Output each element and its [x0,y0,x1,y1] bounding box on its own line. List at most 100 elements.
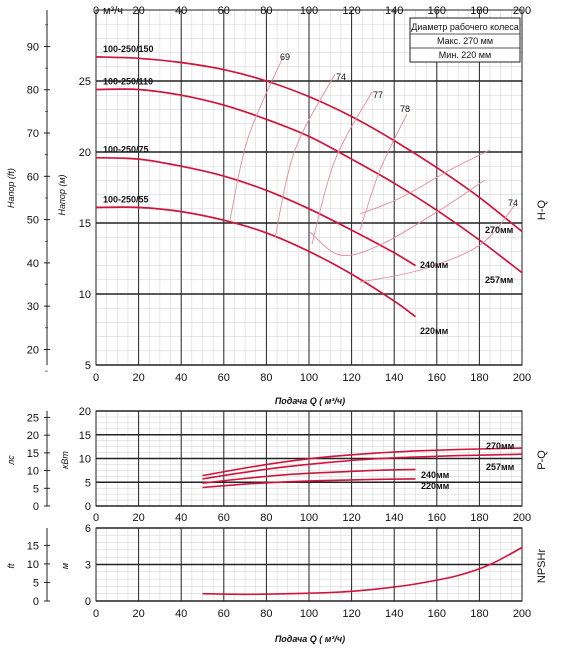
x-tick-label: 100 [300,608,318,620]
diameter-label: 220мм [420,326,449,336]
hq-series-label: 100-250/75 [103,145,149,155]
x-tick-label: 180 [470,372,488,384]
efficiency-label: 74 [508,198,518,208]
x-tick-label: 180 [470,512,488,524]
pq-series-label: 270мм [486,441,515,451]
hp-tick-label: 15 [27,448,39,460]
y-tick-label: 15 [79,218,91,230]
x-tick-label: 140 [385,608,403,620]
pq-curve-2 [202,468,416,484]
efficiency-curve-0 [229,56,284,221]
legend-box [409,17,521,63]
efficiency-curve-2 [311,91,373,245]
x-tick-label: 160 [428,608,446,620]
pq-series-label: 257мм [486,462,515,472]
x-tick-label: 200 [513,372,531,384]
x-tick-label: 60 [218,608,230,620]
ft-tick-label: 80 [27,85,39,97]
legend-entry: Мин. 220 мм [439,50,491,60]
x-tick-label: 160 [428,372,446,384]
top-x-tick-label: 140 [385,5,403,17]
x-tick-label: 140 [385,372,403,384]
ft-tick-label: 60 [27,171,39,183]
plot-frame [95,9,523,366]
y-tick-label: 6 [85,523,91,535]
pq-curve-1 [202,453,523,480]
efficiency-label: 77 [373,90,383,100]
top-x-unit: м³/ч [103,5,123,17]
hq-curve-2 [95,156,416,267]
plot-frame [95,410,523,507]
y-axis-title-m: Напор (м) [57,174,67,215]
plot-frame [95,527,523,602]
hq-curve-3 [95,206,416,318]
x-tick-label: 140 [385,512,403,524]
ft-tick-label: 30 [27,301,39,313]
hp-tick-label: 20 [27,430,39,442]
hp-tick-label: 25 [27,412,39,424]
hq-series-label: 100-250/150 [103,44,154,54]
y-tick-label: 20 [79,406,91,418]
y-tick-label: 5 [85,477,91,489]
x-tick-label: 200 [513,512,531,524]
x-tick-label: 120 [342,372,360,384]
top-x-tick-label: 120 [342,5,360,17]
efficiency-curve-6 [359,204,516,283]
top-x-tick-label: 180 [470,5,488,17]
y-axis-title-hp: лс [6,455,16,466]
curve-layer [95,56,523,596]
top-x-tick-label: 200 [513,5,531,17]
npsh-curve-0 [202,546,523,596]
ft-tick-label: 20 [27,344,39,356]
panel-side-label: P-Q [536,450,548,470]
x-tick-label: 60 [218,372,230,384]
x-tick-label: 40 [175,372,187,384]
ft-tick-label: 90 [27,41,39,53]
x-tick-label: 180 [470,608,488,620]
x-axis-title: Подача Q ( м³/ч) [275,634,345,644]
x-tick-label: 120 [342,608,360,620]
hp-tick-label: 5 [33,483,39,495]
y-tick-label: 0 [85,596,91,608]
y-axis-title-ft: Напор (ft) [6,168,16,208]
panel-side-label: H-Q [536,199,548,220]
x-tick-label: 80 [260,372,272,384]
diameter-label: 257мм [485,275,514,285]
hq-curve-1 [95,88,523,274]
grid-layer [44,9,523,602]
x-tick-label: 0 [93,512,99,524]
x-tick-label: 20 [132,512,144,524]
pq-curve-0 [202,447,523,477]
x-tick-label: 0 [93,372,99,384]
diameter-label: 270мм [485,225,514,235]
efficiency-label: 74 [336,72,346,82]
hq-curve-0 [95,56,523,233]
y-tick-label: 3 [85,560,91,572]
efficiency-curve-3 [359,113,408,231]
x-tick-label: 100 [300,372,318,384]
x-tick-label: 0 [93,608,99,620]
pq-curve-3 [202,478,416,489]
ft-tick-label: 0 [33,596,39,608]
x-tick-label: 200 [513,608,531,620]
top-x-tick-label: 160 [428,5,446,17]
ft-tick-label: 10 [27,559,39,571]
x-tick-label: 80 [260,512,272,524]
x-tick-label: 120 [342,512,360,524]
x-tick-label: 20 [132,372,144,384]
efficiency-label: 78 [400,104,410,114]
hq-series-label: 100-250/55 [103,194,149,204]
hp-tick-label: 0 [33,501,39,513]
efficiency-curve-4 [309,179,486,256]
x-tick-label: 100 [300,512,318,524]
top-x-tick-label: 100 [300,5,318,17]
y-axis-title-ft: ft [6,563,16,569]
ft-tick-label: 40 [27,258,39,270]
ft-tick-label: 5 [33,577,39,589]
y-axis-title-kw: кВт [60,451,70,469]
x-tick-label: 40 [175,512,187,524]
ft-tick-label: 15 [27,540,39,552]
efficiency-curve-1 [274,73,336,239]
efficiency-label: 69 [280,52,290,62]
